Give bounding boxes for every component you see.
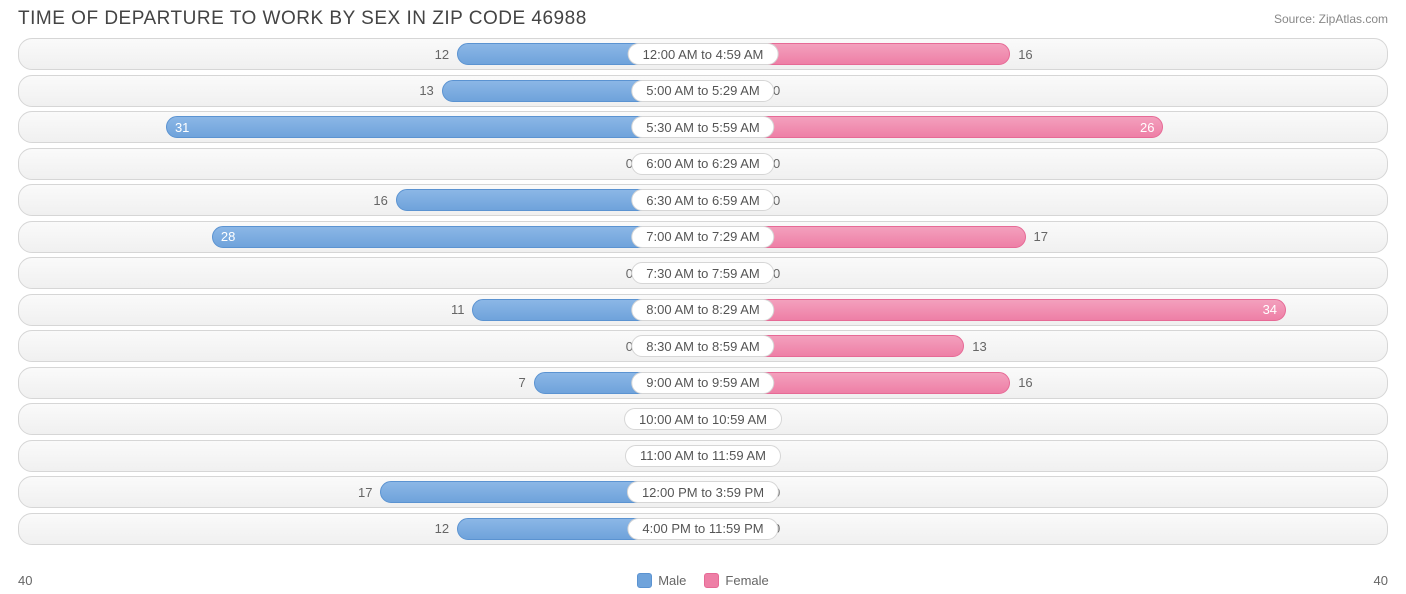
female-half: 0 <box>703 441 1387 471</box>
time-range-label: 5:30 AM to 5:59 AM <box>631 116 774 138</box>
time-range-label: 8:00 AM to 8:29 AM <box>631 299 774 321</box>
male-half: 0 <box>19 149 703 179</box>
female-half: 0 <box>703 185 1387 215</box>
female-half: 26 <box>703 112 1387 142</box>
time-range-label: 5:00 AM to 5:29 AM <box>631 80 774 102</box>
male-bar: 31 <box>166 116 703 138</box>
chart-area: 121612:00 AM to 4:59 AM1305:00 AM to 5:2… <box>0 36 1406 545</box>
male-value-label: 13 <box>419 83 441 98</box>
male-value-label: 28 <box>221 229 235 244</box>
female-half: 0 <box>703 76 1387 106</box>
legend-item-female: Female <box>704 573 768 588</box>
female-half: 17 <box>703 222 1387 252</box>
legend-item-male: Male <box>637 573 686 588</box>
time-range-label: 12:00 AM to 4:59 AM <box>628 43 779 65</box>
male-half: 13 <box>19 76 703 106</box>
male-half: 7 <box>19 368 703 398</box>
axis-max-left: 40 <box>18 573 32 588</box>
male-swatch-icon <box>637 573 652 588</box>
male-value-label: 7 <box>519 375 534 390</box>
time-range-label: 7:30 AM to 7:59 AM <box>631 262 774 284</box>
male-value-label: 31 <box>175 120 189 135</box>
time-range-label: 10:00 AM to 10:59 AM <box>624 408 782 430</box>
female-half: 0 <box>703 514 1387 544</box>
male-half: 17 <box>19 477 703 507</box>
time-range-label: 7:00 AM to 7:29 AM <box>631 226 774 248</box>
male-value-label: 17 <box>358 485 380 500</box>
time-range-label: 9:00 AM to 9:59 AM <box>631 372 774 394</box>
chart-row: 0 13 8:30 AM to 8:59 AM <box>18 330 1388 362</box>
female-half: 16 <box>703 39 1387 69</box>
time-range-label: 6:30 AM to 6:59 AM <box>631 189 774 211</box>
chart-row: 31 26 5:30 AM to 5:59 AM <box>18 111 1388 143</box>
male-half: 0 <box>19 441 703 471</box>
legend-female-label: Female <box>725 573 768 588</box>
chart-row: 13 05:00 AM to 5:29 AM <box>18 75 1388 107</box>
female-value-label: 34 <box>1263 302 1277 317</box>
male-value-label: 12 <box>435 521 457 536</box>
chart-row: 0011:00 AM to 11:59 AM <box>18 440 1388 472</box>
time-range-label: 8:30 AM to 8:59 AM <box>631 335 774 357</box>
chart-footer: 40 Male Female 40 <box>0 573 1406 588</box>
chart-row: 007:30 AM to 7:59 AM <box>18 257 1388 289</box>
chart-row: 11 34 8:00 AM to 8:29 AM <box>18 294 1388 326</box>
female-half: 0 <box>703 404 1387 434</box>
time-range-label: 4:00 PM to 11:59 PM <box>627 518 778 540</box>
female-half: 16 <box>703 368 1387 398</box>
male-half: 0 <box>19 258 703 288</box>
time-range-label: 12:00 PM to 3:59 PM <box>627 481 779 503</box>
female-value-label: 17 <box>1026 229 1048 244</box>
axis-max-right: 40 <box>1374 573 1388 588</box>
female-half: 0 <box>703 477 1387 507</box>
female-swatch-icon <box>704 573 719 588</box>
chart-row: 0010:00 AM to 10:59 AM <box>18 403 1388 435</box>
chart-title: TIME OF DEPARTURE TO WORK BY SEX IN ZIP … <box>18 8 587 30</box>
female-half: 0 <box>703 258 1387 288</box>
chart-row: 16 06:30 AM to 6:59 AM <box>18 184 1388 216</box>
male-half: 0 <box>19 331 703 361</box>
female-bar: 34 <box>703 299 1286 321</box>
male-half: 12 <box>19 39 703 69</box>
male-value-label: 12 <box>435 47 457 62</box>
female-half: 13 <box>703 331 1387 361</box>
chart-row: 28 17 7:00 AM to 7:29 AM <box>18 221 1388 253</box>
chart-row: 12 04:00 PM to 11:59 PM <box>18 513 1388 545</box>
male-half: 12 <box>19 514 703 544</box>
male-half: 16 <box>19 185 703 215</box>
female-half: 0 <box>703 149 1387 179</box>
chart-row: 7 16 9:00 AM to 9:59 AM <box>18 367 1388 399</box>
female-value-label: 16 <box>1010 375 1032 390</box>
chart-row: 12 16 12:00 AM to 4:59 AM <box>18 38 1388 70</box>
male-half: 31 <box>19 112 703 142</box>
male-half: 11 <box>19 295 703 325</box>
male-value-label: 16 <box>373 193 395 208</box>
source-attribution: Source: ZipAtlas.com <box>1274 12 1388 26</box>
legend-male-label: Male <box>658 573 686 588</box>
chart-row: 17 012:00 PM to 3:59 PM <box>18 476 1388 508</box>
chart-row: 006:00 AM to 6:29 AM <box>18 148 1388 180</box>
male-half: 0 <box>19 404 703 434</box>
male-value-label: 11 <box>451 302 473 317</box>
time-range-label: 6:00 AM to 6:29 AM <box>631 153 774 175</box>
male-half: 28 <box>19 222 703 252</box>
female-value-label: 16 <box>1010 47 1032 62</box>
legend: Male Female <box>637 573 769 588</box>
female-half: 34 <box>703 295 1387 325</box>
time-range-label: 11:00 AM to 11:59 AM <box>625 445 781 467</box>
female-value-label: 26 <box>1140 120 1154 135</box>
male-bar: 28 <box>212 226 703 248</box>
female-value-label: 13 <box>964 339 986 354</box>
